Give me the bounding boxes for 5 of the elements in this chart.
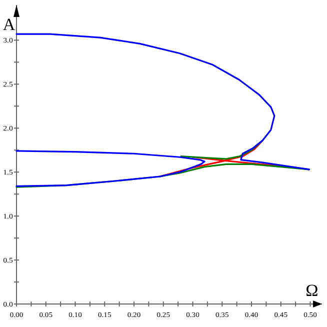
line-series bbox=[16, 33, 310, 170]
line-series bbox=[16, 150, 206, 187]
x-axis-title: Ω bbox=[306, 281, 318, 300]
y-axis-title: A bbox=[2, 15, 16, 34]
line-series bbox=[180, 140, 264, 160]
